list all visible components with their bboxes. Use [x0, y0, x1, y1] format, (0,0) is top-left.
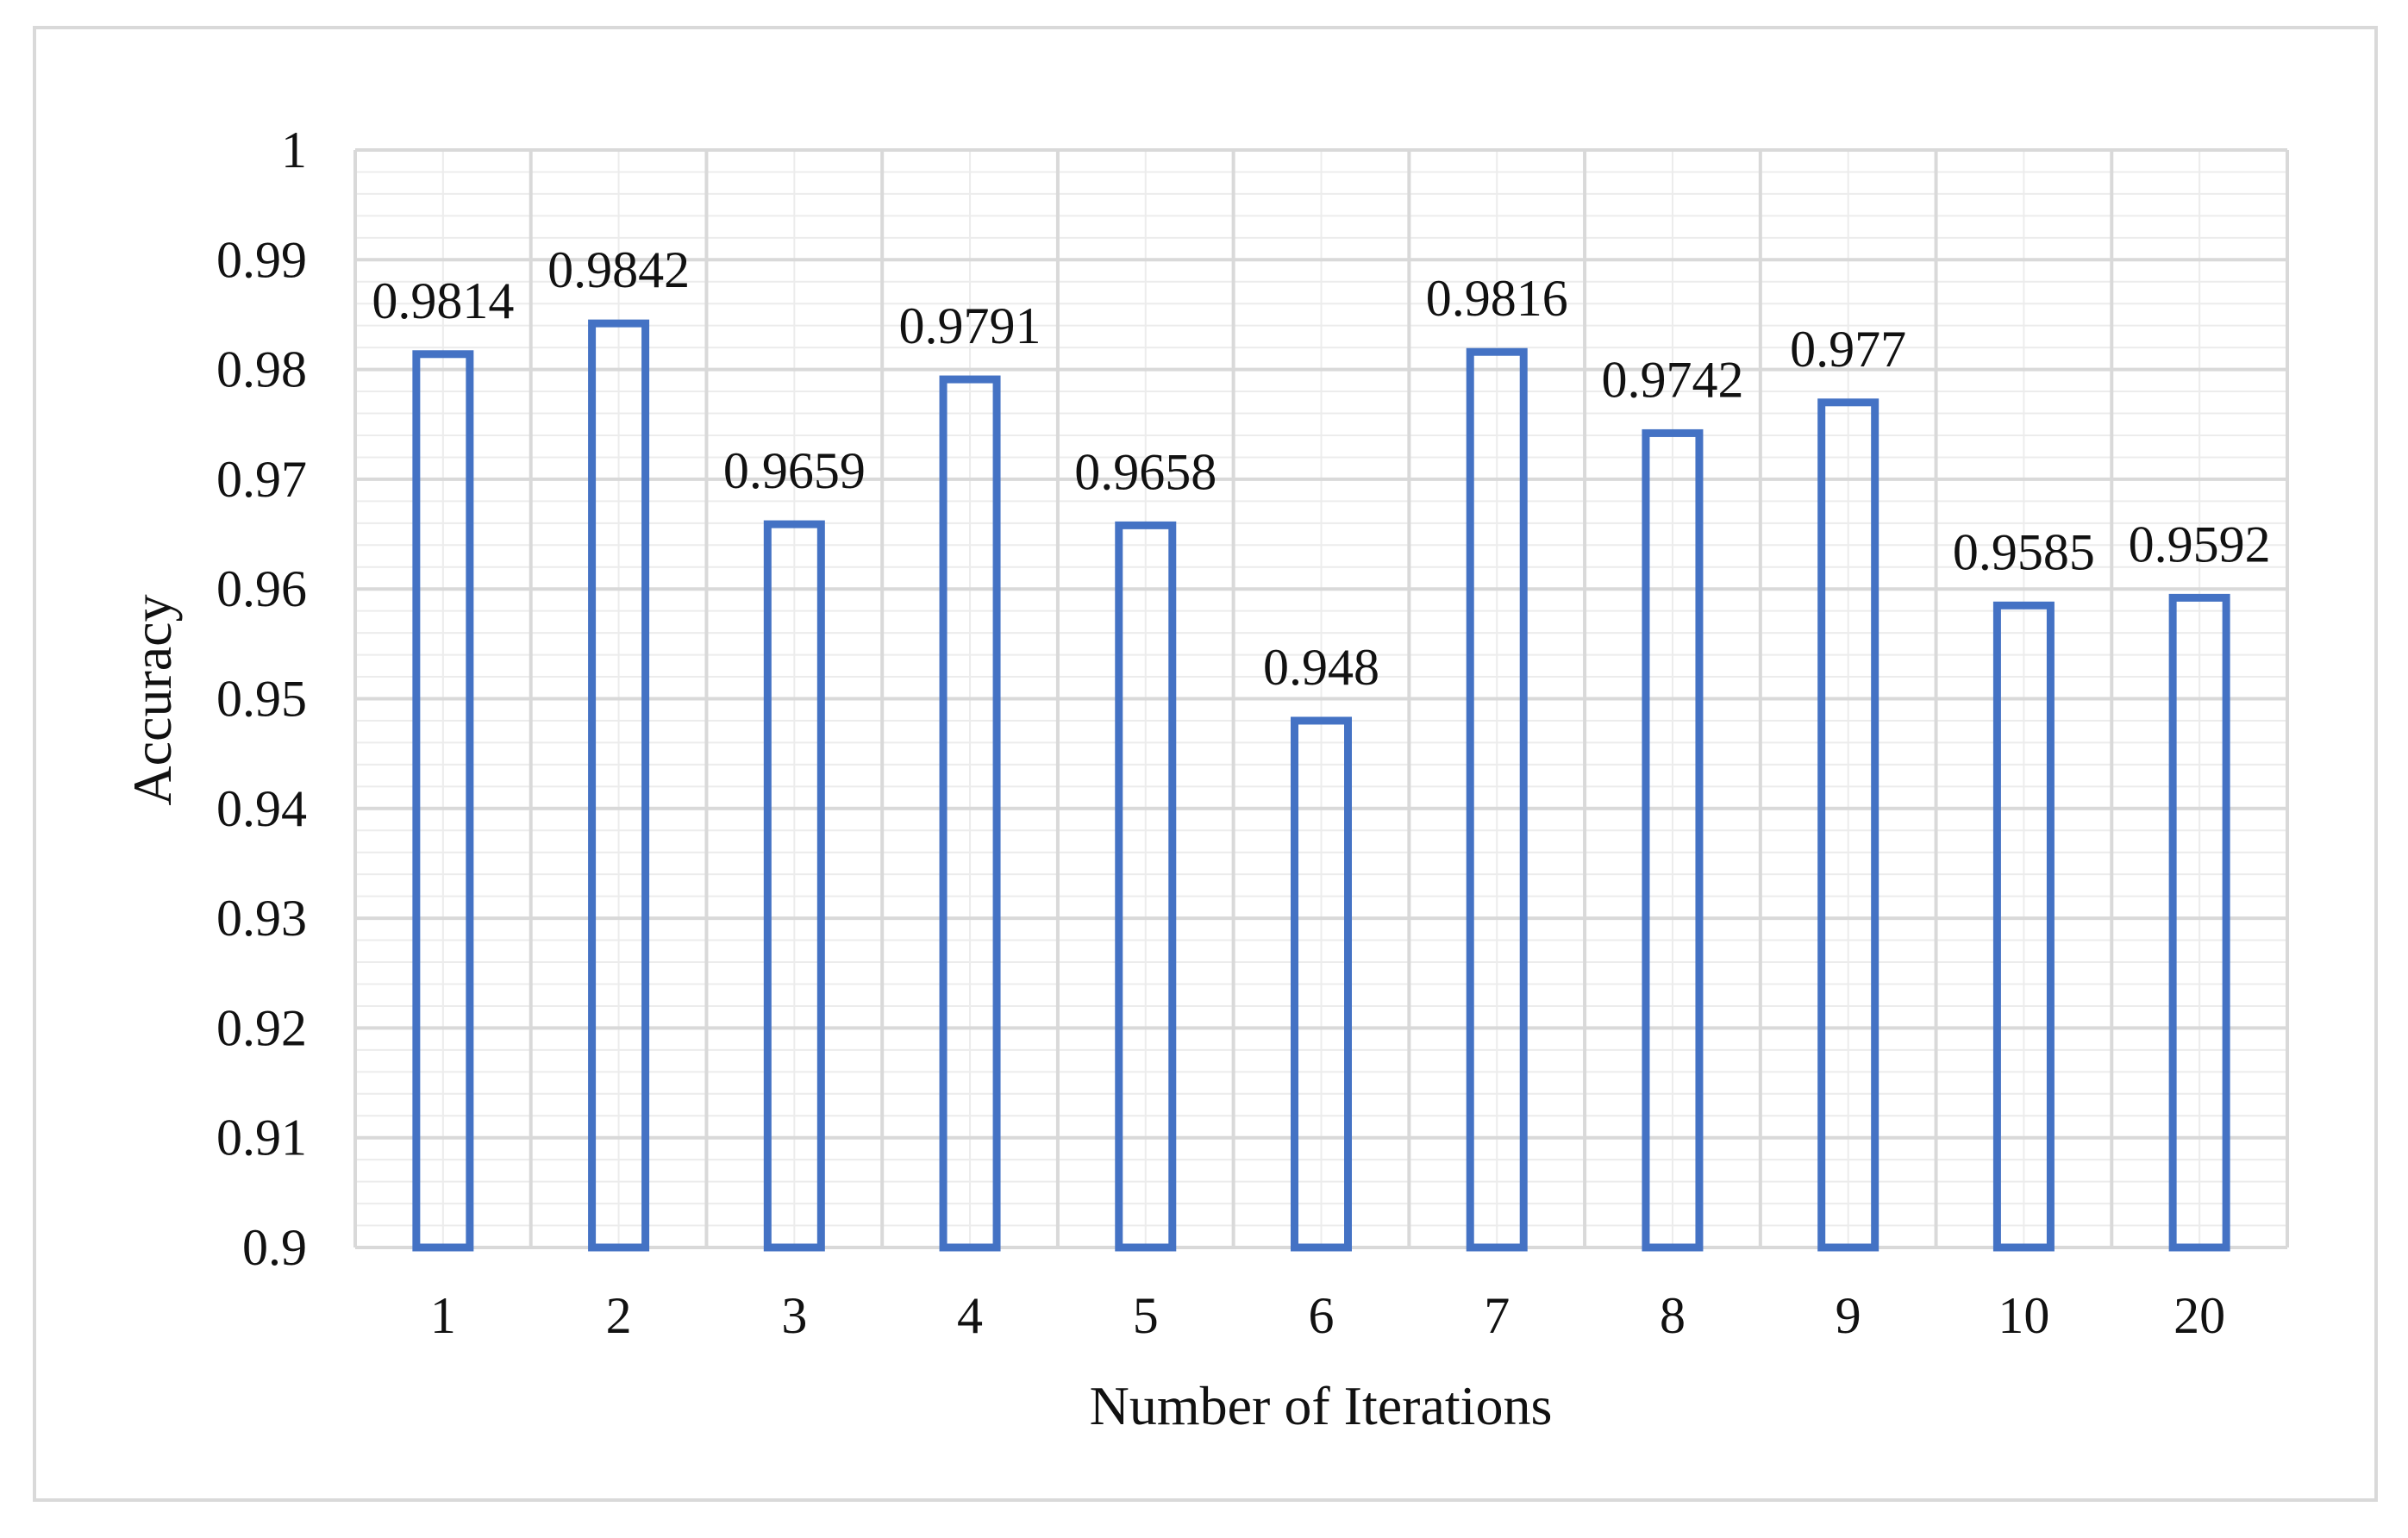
y-tick-label: 0.92	[216, 999, 307, 1056]
x-tick-label: 8	[1660, 1287, 1686, 1344]
y-tick-label: 0.9	[242, 1219, 307, 1276]
data-label: 0.9791	[899, 297, 1041, 354]
data-labels: 0.9814 0.9842 0.9659 0.9791 0.9658 0.948 0.981…	[372, 241, 2270, 696]
x-tick-label: 5	[1133, 1287, 1159, 1344]
x-axis-ticks: 1 2 3 4 5 6 7 8 9 10 20	[430, 1287, 2225, 1344]
x-tick-label: 10	[1998, 1287, 2049, 1344]
data-label: 0.948	[1263, 639, 1379, 696]
data-label: 0.9659	[723, 442, 866, 499]
y-axis-ticks: 0.9 0.91 0.92 0.93 0.94 0.95 0.96 0.97 0.98 0.99 1	[216, 122, 307, 1276]
x-tick-label: 20	[2173, 1287, 2225, 1344]
y-axis-title: Accuracy	[122, 594, 183, 805]
bar	[763, 520, 825, 1252]
x-tick-label: 6	[1309, 1287, 1335, 1344]
data-label: 0.9816	[1426, 270, 1568, 327]
bar	[939, 375, 1001, 1252]
bar	[1291, 716, 1352, 1252]
y-tick-label: 0.96	[216, 560, 307, 617]
y-tick-label: 0.94	[216, 780, 307, 837]
x-tick-label: 9	[1836, 1287, 1861, 1344]
data-label: 0.9585	[1953, 523, 2095, 580]
bar	[412, 350, 474, 1252]
x-axis-title: Number of Iterations	[1090, 1375, 1553, 1436]
x-tick-label: 4	[957, 1287, 983, 1344]
data-label: 0.9842	[547, 241, 690, 298]
y-tick-label: 0.97	[216, 451, 307, 508]
major-gridlines	[353, 148, 2289, 1249]
x-tick-label: 3	[781, 1287, 807, 1344]
x-tick-label: 1	[430, 1287, 456, 1344]
minor-gridlines	[355, 150, 2287, 1247]
data-label: 0.9814	[372, 272, 514, 329]
y-tick-label: 0.98	[216, 341, 307, 398]
bar	[2168, 593, 2230, 1252]
bar	[1817, 398, 1879, 1252]
y-tick-label: 0.99	[216, 231, 307, 288]
bar	[1642, 428, 1704, 1252]
data-label: 0.9742	[1601, 351, 1743, 408]
x-tick-label: 7	[1484, 1287, 1510, 1344]
data-label: 0.9658	[1074, 443, 1217, 500]
y-tick-label: 0.91	[216, 1110, 307, 1166]
data-label: 0.9592	[2129, 516, 2271, 572]
bar	[1992, 601, 2055, 1252]
bar	[588, 319, 650, 1252]
bar	[1466, 347, 1528, 1252]
data-label: 0.977	[1790, 321, 1906, 378]
y-tick-label: 0.93	[216, 890, 307, 947]
x-tick-label: 2	[606, 1287, 632, 1344]
y-tick-label: 0.95	[216, 671, 307, 728]
bar-series	[412, 319, 2230, 1252]
bar	[1115, 521, 1177, 1252]
y-tick-label: 1	[281, 122, 307, 178]
